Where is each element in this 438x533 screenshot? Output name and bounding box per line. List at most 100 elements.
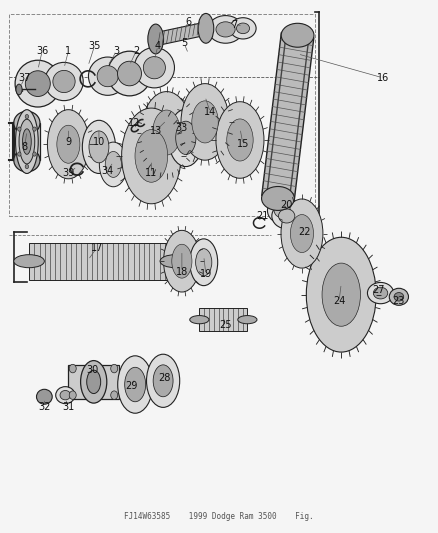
Ellipse shape [14,255,44,268]
Ellipse shape [22,129,31,155]
Text: 32: 32 [38,402,50,413]
Text: 2: 2 [133,46,139,56]
Circle shape [25,165,28,168]
Text: 36: 36 [36,46,48,56]
Ellipse shape [227,119,253,161]
Text: 34: 34 [102,166,114,176]
Ellipse shape [134,47,174,88]
Ellipse shape [389,288,409,305]
Ellipse shape [192,101,218,143]
Text: 27: 27 [372,286,385,295]
Ellipse shape [281,199,323,268]
Ellipse shape [16,84,22,95]
Circle shape [69,391,76,399]
Ellipse shape [163,230,200,292]
Ellipse shape [160,255,191,268]
Ellipse shape [306,237,376,352]
Ellipse shape [19,119,35,164]
Text: 37: 37 [18,73,31,83]
Ellipse shape [237,23,250,34]
Ellipse shape [118,356,152,413]
Polygon shape [29,243,175,280]
Ellipse shape [53,70,75,93]
Ellipse shape [367,282,394,304]
Ellipse shape [81,361,107,403]
Text: 23: 23 [392,296,404,306]
Ellipse shape [88,57,127,95]
Ellipse shape [97,66,118,87]
Text: 29: 29 [126,381,138,391]
Text: 16: 16 [377,73,389,83]
Ellipse shape [105,151,121,177]
Text: 33: 33 [176,123,188,133]
Ellipse shape [89,131,109,163]
Ellipse shape [45,62,83,101]
Circle shape [25,115,28,119]
Text: 12: 12 [127,118,140,128]
Circle shape [18,152,21,156]
Text: 1: 1 [65,46,71,56]
Ellipse shape [268,198,297,223]
Text: 31: 31 [62,402,74,413]
Ellipse shape [148,24,163,54]
Ellipse shape [176,121,196,155]
Ellipse shape [238,316,257,324]
Text: 22: 22 [298,227,311,237]
Ellipse shape [14,149,40,172]
Ellipse shape [125,367,146,402]
Polygon shape [14,123,40,160]
Ellipse shape [36,389,52,404]
Ellipse shape [190,239,218,286]
Text: 30: 30 [86,365,99,375]
Ellipse shape [14,111,40,135]
Ellipse shape [15,60,60,107]
Ellipse shape [272,203,301,229]
Polygon shape [68,365,119,399]
Ellipse shape [290,215,314,253]
Text: 20: 20 [280,200,293,211]
Ellipse shape [279,209,295,223]
Text: 28: 28 [158,373,171,383]
Ellipse shape [47,110,89,179]
Text: 5: 5 [181,38,187,48]
Ellipse shape [122,108,181,204]
Ellipse shape [15,110,38,173]
Text: 24: 24 [333,296,345,306]
Ellipse shape [87,370,101,393]
Ellipse shape [181,84,229,160]
Ellipse shape [216,102,264,178]
Ellipse shape [394,293,404,301]
Text: 4: 4 [155,41,161,51]
Text: 19: 19 [200,270,212,279]
Ellipse shape [168,109,203,166]
Text: 6: 6 [185,17,191,27]
Ellipse shape [135,130,168,182]
Text: 14: 14 [204,107,216,117]
Text: 15: 15 [237,139,249,149]
Polygon shape [262,33,314,201]
Ellipse shape [143,56,166,79]
Ellipse shape [82,120,116,173]
Text: 39: 39 [62,168,74,179]
Ellipse shape [198,13,214,43]
Ellipse shape [322,263,360,326]
Ellipse shape [208,15,243,43]
Ellipse shape [56,386,75,403]
Circle shape [69,365,76,373]
Text: 13: 13 [149,126,162,136]
Ellipse shape [99,142,127,187]
Text: 17: 17 [91,243,103,253]
Text: 3: 3 [113,46,120,56]
Text: 9: 9 [65,136,71,147]
Ellipse shape [108,51,151,96]
Text: 8: 8 [21,142,28,152]
Ellipse shape [196,249,212,276]
Circle shape [33,127,36,131]
Ellipse shape [190,316,209,324]
Text: 35: 35 [88,41,101,51]
Ellipse shape [25,71,50,96]
Ellipse shape [274,204,290,217]
Polygon shape [199,308,247,332]
Circle shape [111,391,118,399]
Polygon shape [155,22,206,46]
